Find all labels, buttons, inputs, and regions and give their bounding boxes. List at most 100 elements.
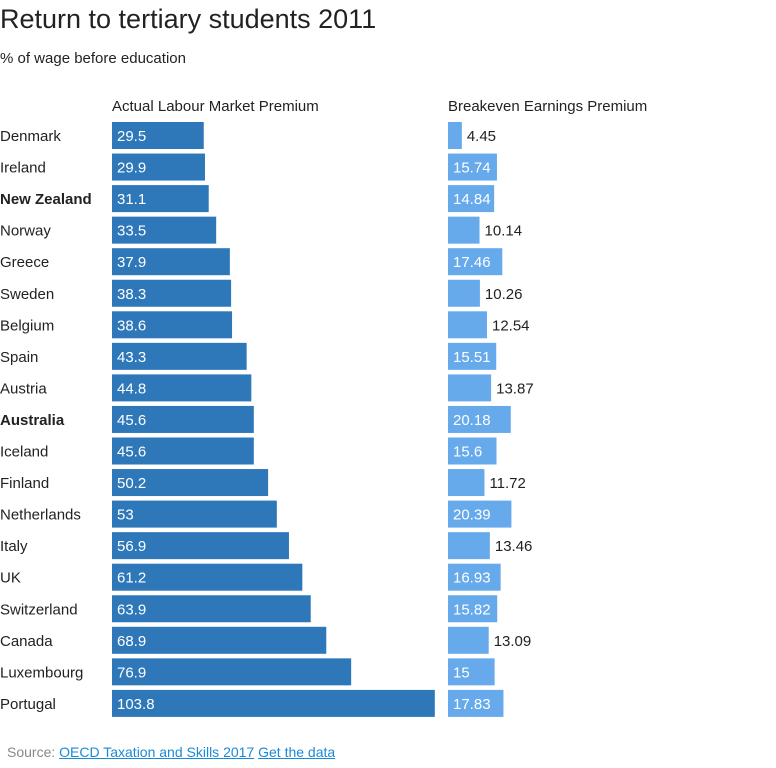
bar <box>448 626 489 654</box>
data-label: 17.46 <box>453 254 491 271</box>
category-label: Italy <box>0 538 28 555</box>
data-label: 44.8 <box>117 380 146 397</box>
bar <box>112 532 289 560</box>
data-label: 15 <box>453 664 470 681</box>
category-label: Austria <box>0 380 47 397</box>
data-label: 38.3 <box>117 286 146 303</box>
data-label: 15.6 <box>453 444 482 461</box>
bar <box>448 311 487 339</box>
data-label: 15.74 <box>453 160 491 177</box>
chart-title: Return to tertiary students 2011 <box>0 4 377 34</box>
category-label: Netherlands <box>0 507 81 524</box>
data-label: 53 <box>117 507 134 524</box>
bar <box>112 563 303 591</box>
bar <box>112 437 254 465</box>
category-label: UK <box>0 570 21 587</box>
data-label: 56.9 <box>117 538 146 555</box>
data-label: 12.54 <box>492 317 530 334</box>
data-label: 20.39 <box>453 507 491 524</box>
bar <box>112 405 254 433</box>
data-label: 61.2 <box>117 570 146 587</box>
source-line: Source: OECD Taxation and Skills 2017 Ge… <box>7 744 335 760</box>
bar <box>448 216 480 244</box>
source-label: Source: <box>7 744 56 760</box>
category-label: Luxembourg <box>0 664 83 681</box>
data-label: 13.46 <box>495 538 533 555</box>
data-label: 29.5 <box>117 128 146 145</box>
bar <box>112 122 204 149</box>
data-label: 63.9 <box>117 601 146 618</box>
category-label: Greece <box>0 254 49 271</box>
data-label: 15.51 <box>453 349 491 366</box>
data-label: 76.9 <box>117 664 146 681</box>
bar <box>448 469 485 497</box>
bar <box>448 185 495 213</box>
data-label: 15.82 <box>453 601 491 618</box>
bar <box>448 248 503 276</box>
bar <box>112 153 205 181</box>
data-label: 31.1 <box>117 191 146 208</box>
data-label: 10.14 <box>485 223 523 240</box>
data-label: 29.9 <box>117 160 146 177</box>
data-label: 13.09 <box>494 633 532 650</box>
get-data-link[interactable]: Get the data <box>258 744 336 760</box>
category-label: Iceland <box>0 444 48 461</box>
data-label: 33.5 <box>117 223 146 240</box>
bar <box>448 658 495 686</box>
category-label: Norway <box>0 223 51 240</box>
bar <box>448 595 498 623</box>
category-label: Canada <box>0 633 53 650</box>
data-label: 17.83 <box>453 696 491 713</box>
data-label: 4.45 <box>467 128 496 145</box>
data-label: 45.6 <box>117 444 146 461</box>
bar <box>448 500 512 528</box>
category-label: Sweden <box>0 286 54 303</box>
bar <box>448 532 490 560</box>
bar <box>112 500 277 528</box>
bar-chart: Actual Labour Market Premium Breakeven Ea… <box>0 98 647 717</box>
data-label: 10.26 <box>485 286 523 303</box>
bar <box>112 374 252 402</box>
data-label: 14.84 <box>453 191 491 208</box>
bar <box>112 689 435 717</box>
category-label: Spain <box>0 349 38 366</box>
bar <box>112 185 209 213</box>
data-label: 103.8 <box>117 696 155 713</box>
data-label: 11.72 <box>489 475 525 492</box>
category-label: Belgium <box>0 317 54 334</box>
category-label: Finland <box>0 475 49 492</box>
data-label: 43.3 <box>117 349 146 366</box>
source-link[interactable]: OECD Taxation and Skills 2017 <box>59 744 255 760</box>
bar <box>448 563 501 591</box>
category-label: New Zealand <box>0 191 92 208</box>
bar <box>448 689 504 717</box>
data-label: 45.6 <box>117 412 146 429</box>
chart-subtitle: % of wage before education <box>0 50 186 67</box>
category-label: Denmark <box>0 128 61 145</box>
category-label: Portugal <box>0 696 56 713</box>
data-label: 13.87 <box>496 380 534 397</box>
data-label: 37.9 <box>117 254 146 271</box>
bar <box>448 374 492 402</box>
bar <box>448 405 511 433</box>
data-label: 68.9 <box>117 633 146 650</box>
category-label: Switzerland <box>0 601 78 618</box>
bar <box>112 626 327 654</box>
data-label: 20.18 <box>453 412 491 429</box>
series-header: Breakeven Earnings Premium <box>448 98 647 115</box>
bar <box>448 279 480 307</box>
bar <box>112 216 217 244</box>
bar <box>448 153 497 181</box>
category-label: Ireland <box>0 160 46 177</box>
bar <box>112 248 230 276</box>
bar <box>448 342 497 370</box>
bar <box>112 658 352 686</box>
bar <box>112 595 311 623</box>
series-header: Actual Labour Market Premium <box>112 98 319 115</box>
data-label: 16.93 <box>453 570 491 587</box>
bar <box>112 342 247 370</box>
bar <box>112 311 233 339</box>
data-label: 50.2 <box>117 475 146 492</box>
bar <box>112 279 232 307</box>
